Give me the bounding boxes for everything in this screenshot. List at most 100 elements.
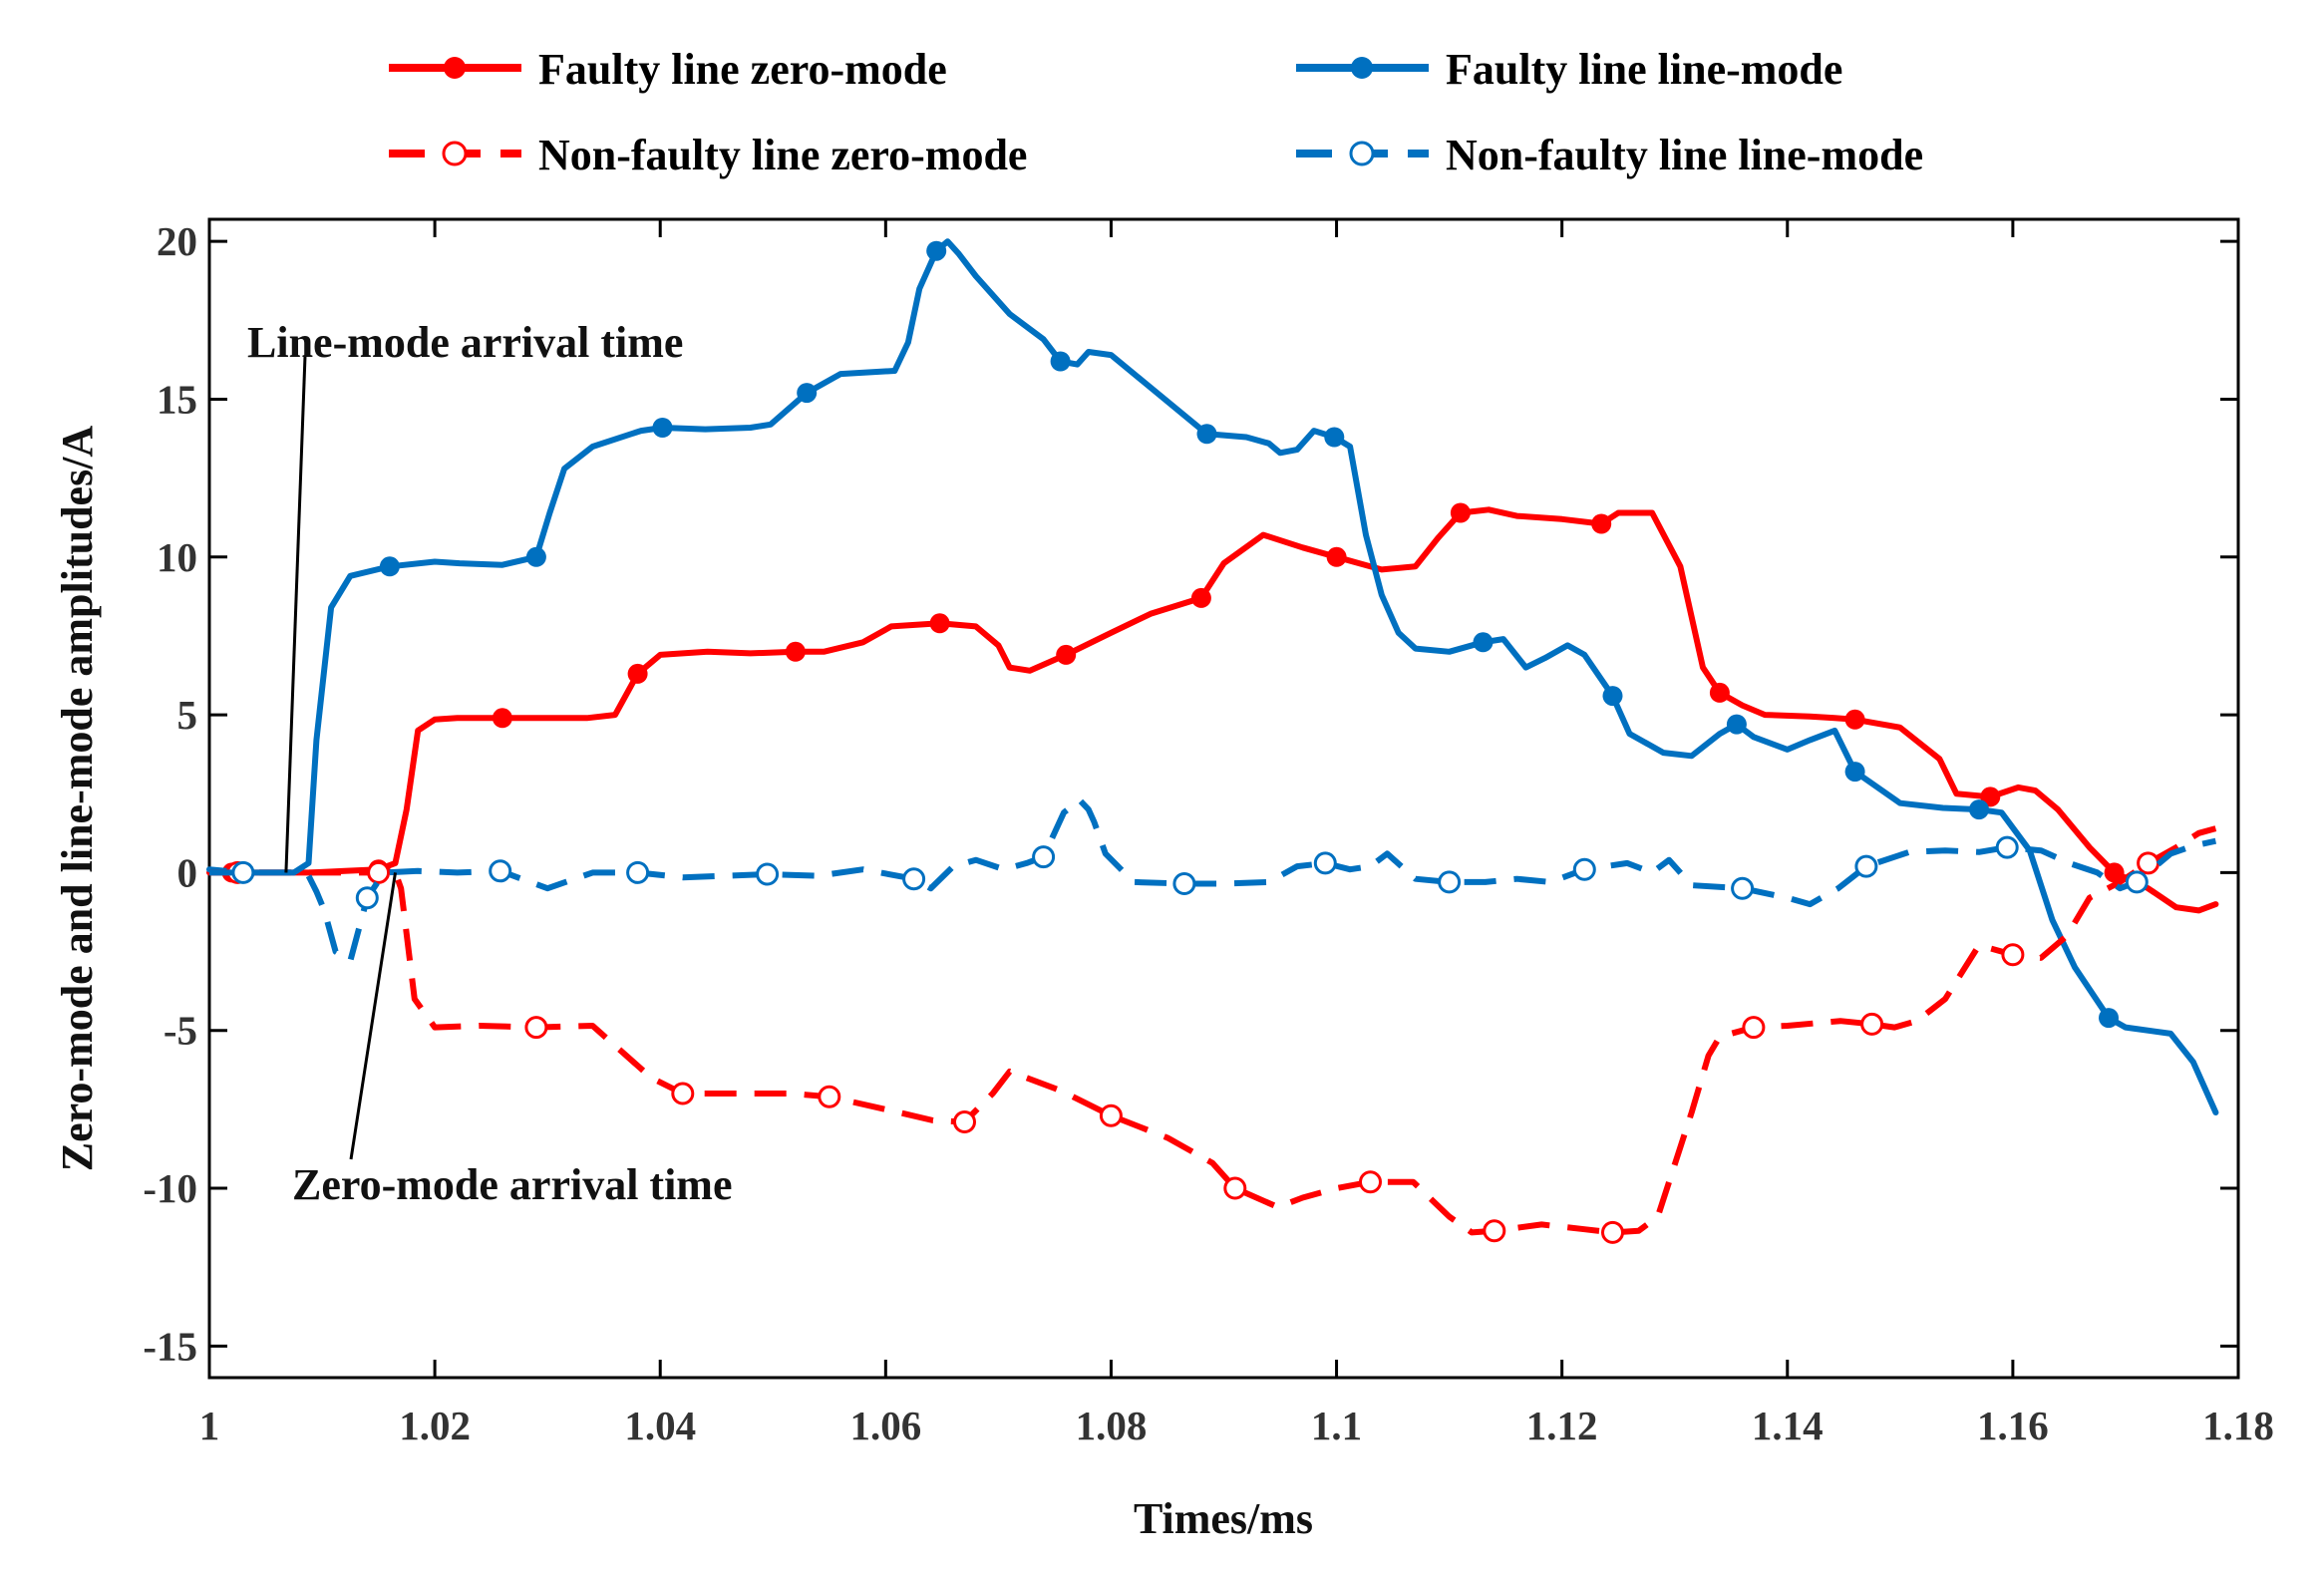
x-axis-label: Times/ms	[1134, 1494, 1313, 1543]
series-point-faulty-zero	[1844, 709, 1865, 730]
series-line-faulty-zero	[206, 506, 2219, 914]
series-point-nonfaulty-line	[355, 886, 379, 910]
series-point-faulty-line	[1196, 424, 1217, 445]
series-point-faulty-line	[1969, 799, 1989, 820]
y-tick-label: -10	[143, 1165, 197, 1211]
series-point-faulty-line	[1726, 714, 1747, 735]
series-point-faulty-zero	[1709, 682, 1730, 703]
plot-area	[207, 217, 2240, 1380]
x-tick-label: 1.16	[1977, 1403, 2049, 1448]
y-tick-label: 0	[177, 849, 198, 895]
y-axis-label: Zero-mode and line-mode amplitudes/A	[53, 426, 102, 1172]
series-layer	[206, 238, 2219, 1244]
series-point-nonfaulty-line	[1572, 857, 1596, 881]
legend-label-nonfaulty-line: Non-faulty line line-mode	[1446, 131, 1923, 179]
legend-marker-nonfaulty-zero	[442, 141, 468, 166]
x-tick-label: 1.02	[399, 1403, 471, 1448]
y-tick-label: 5	[177, 692, 198, 738]
series-point-nonfaulty-zero	[2001, 943, 2025, 967]
legend-entry-faulty-zero: Faulty line zero-mode	[389, 45, 947, 94]
series-point-faulty-line	[525, 546, 546, 567]
legend: Faulty line zero-mode Faulty line line-m…	[389, 45, 1923, 179]
series-point-nonfaulty-zero	[367, 860, 391, 884]
series-point-nonfaulty-line	[1731, 876, 1755, 900]
series-line-nonfaulty-zero	[209, 825, 2217, 1236]
series-faulty-line	[206, 238, 2219, 1115]
series-point-faulty-zero	[1326, 546, 1347, 567]
annotation-zero-mode-leader	[349, 872, 397, 1160]
annotation-line-mode: Line-mode arrival time	[247, 318, 683, 873]
series-point-faulty-zero	[1190, 587, 1211, 608]
series-point-nonfaulty-zero	[1742, 1016, 1766, 1040]
legend-marker-faulty-zero	[444, 57, 466, 79]
series-point-faulty-line	[1473, 632, 1494, 653]
series-point-nonfaulty-line	[489, 859, 512, 883]
annotation-line-mode-text: Line-mode arrival time	[247, 318, 683, 367]
series-point-nonfaulty-zero	[1223, 1176, 1247, 1200]
legend-label-faulty-line: Faulty line line-mode	[1446, 45, 1842, 94]
series-point-nonfaulty-line	[231, 860, 255, 884]
legend-label-faulty-zero: Faulty line zero-mode	[538, 45, 947, 94]
series-point-nonfaulty-zero	[953, 1110, 976, 1133]
series-point-nonfaulty-line	[2125, 870, 2149, 894]
series-point-nonfaulty-zero	[524, 1016, 548, 1040]
series-point-nonfaulty-zero	[671, 1082, 695, 1105]
legend-entry-faulty-line: Faulty line line-mode	[1296, 45, 1842, 94]
series-point-nonfaulty-line	[902, 867, 926, 891]
legend-entry-nonfaulty-line: Non-faulty line line-mode	[1296, 131, 1923, 179]
axis-ticks: 1 1.02 1.04 1.06 1.08 1.1 1.12 1.14 1.16 1.18 20 15…	[143, 218, 2274, 1448]
y-tick-label: -15	[143, 1323, 197, 1369]
annotation-zero-mode: Zero-mode arrival time	[292, 872, 732, 1209]
series-point-nonfaulty-line	[756, 862, 780, 886]
series-point-faulty-line	[379, 556, 400, 577]
series-point-nonfaulty-zero	[2137, 851, 2160, 875]
series-point-faulty-line	[926, 240, 947, 261]
series-point-faulty-zero	[2104, 862, 2125, 883]
legend-label-nonfaulty-zero: Non-faulty line zero-mode	[538, 131, 1027, 179]
series-line-nonfaulty-line	[209, 796, 2217, 965]
series-point-faulty-line	[2099, 1008, 2119, 1029]
series-point-faulty-line	[1844, 762, 1865, 783]
series-point-nonfaulty-line	[1854, 854, 1878, 878]
series-point-nonfaulty-zero	[1860, 1012, 1884, 1036]
series-point-faulty-line	[1324, 427, 1345, 448]
series-point-faulty-zero	[492, 708, 512, 729]
series-point-nonfaulty-line	[626, 860, 650, 884]
series-point-faulty-zero	[1591, 513, 1612, 534]
series-point-nonfaulty-zero	[1601, 1220, 1624, 1244]
x-tick-label: 1.14	[1752, 1403, 1824, 1448]
series-point-faulty-line	[1050, 351, 1071, 372]
series-point-faulty-zero	[627, 663, 648, 684]
y-tick-label: 20	[157, 218, 197, 264]
x-tick-label: 1.06	[849, 1403, 921, 1448]
x-tick-label: 1.08	[1076, 1403, 1148, 1448]
series-point-nonfaulty-line	[1172, 872, 1196, 895]
x-tick-label: 1.18	[2202, 1403, 2274, 1448]
annotation-zero-mode-text: Zero-mode arrival time	[292, 1160, 732, 1209]
series-line-faulty-line	[206, 238, 2219, 1115]
series-point-nonfaulty-zero	[818, 1085, 841, 1108]
series-point-faulty-line	[1602, 686, 1623, 707]
y-tick-label: -5	[164, 1008, 197, 1054]
series-point-nonfaulty-zero	[1359, 1170, 1382, 1194]
legend-marker-faulty-line	[1351, 57, 1373, 79]
y-tick-label: 15	[157, 376, 197, 422]
series-point-faulty-zero	[785, 641, 806, 662]
series-point-nonfaulty-zero	[1483, 1219, 1506, 1243]
legend-entry-nonfaulty-zero: Non-faulty line zero-mode	[389, 131, 1027, 179]
series-point-nonfaulty-line	[1995, 835, 2019, 859]
series-point-nonfaulty-line	[1438, 870, 1462, 894]
legend-marker-nonfaulty-line	[1349, 141, 1375, 166]
series-point-faulty-line	[797, 383, 818, 404]
series-point-nonfaulty-zero	[1099, 1103, 1123, 1127]
x-tick-label: 1.1	[1311, 1403, 1362, 1448]
series-point-nonfaulty-line	[1032, 845, 1056, 869]
x-tick-label: 1	[199, 1403, 220, 1448]
series-point-faulty-zero	[929, 613, 950, 634]
series-point-nonfaulty-line	[1313, 851, 1337, 875]
series-point-faulty-zero	[1450, 502, 1471, 523]
series-nonfaulty-line	[209, 796, 2217, 965]
series-point-faulty-line	[652, 418, 673, 438]
y-tick-label: 10	[157, 534, 197, 580]
